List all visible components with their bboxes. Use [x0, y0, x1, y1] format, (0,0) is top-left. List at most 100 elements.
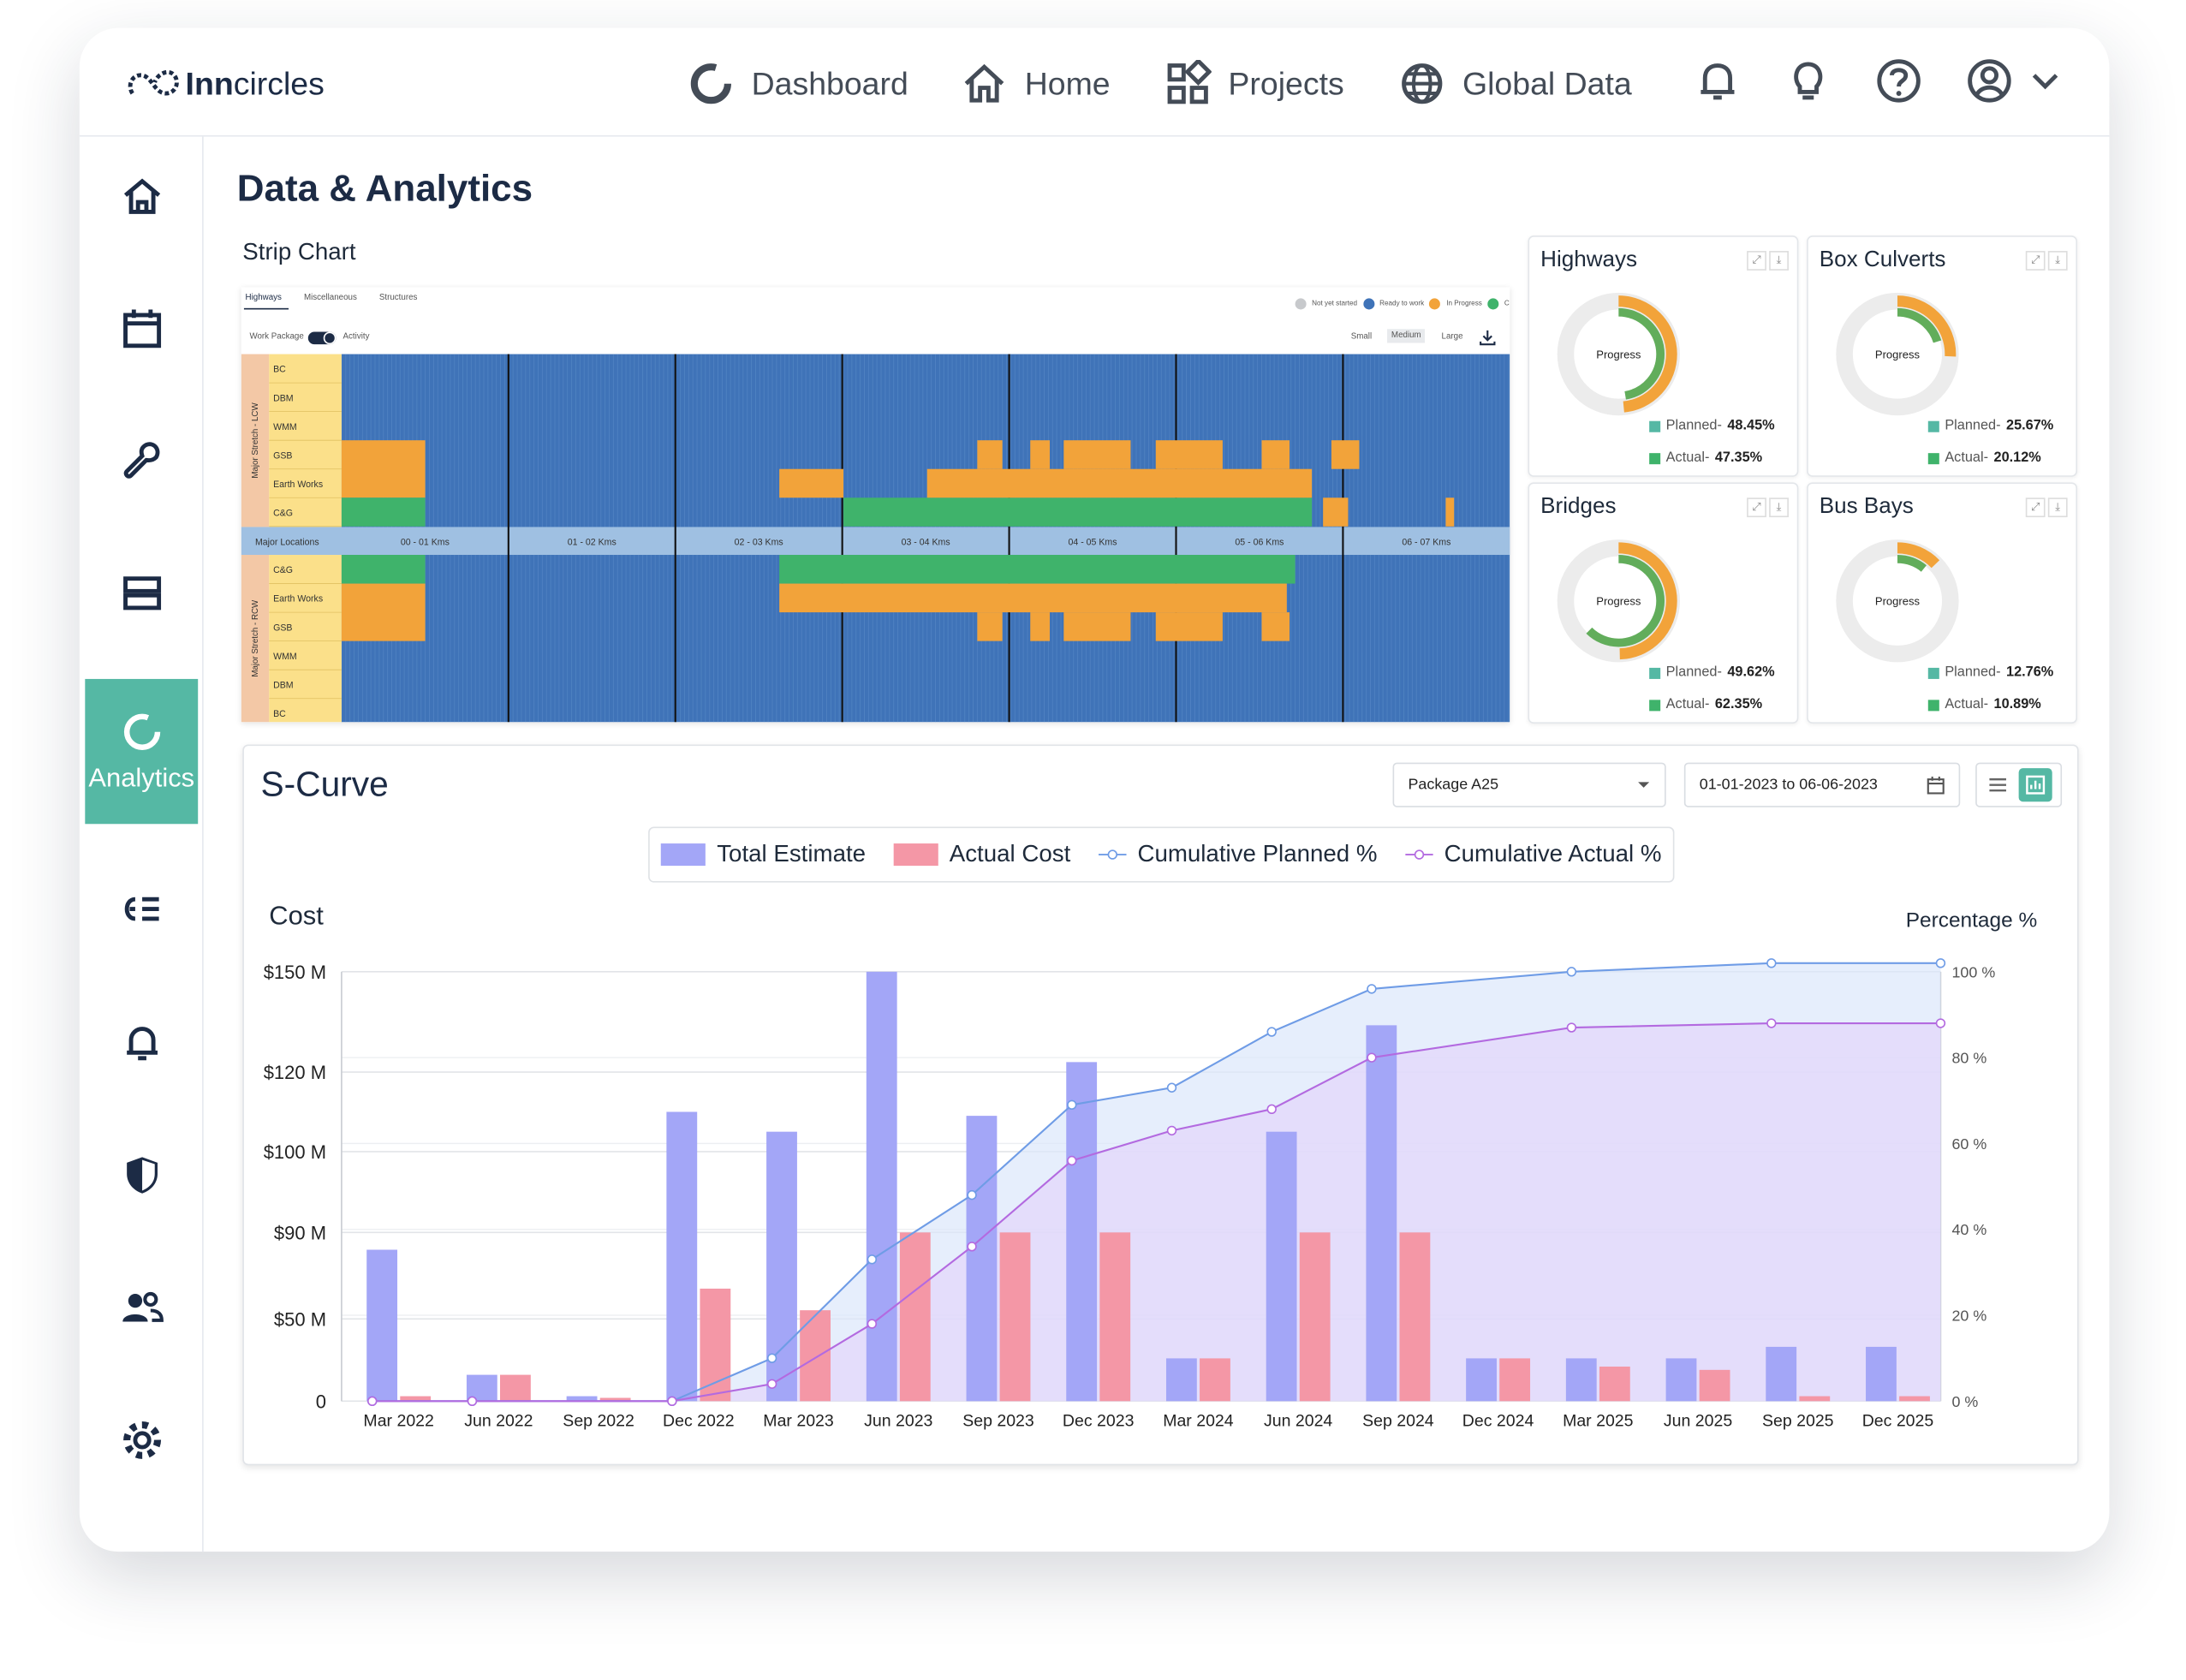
nav-global-data[interactable]: Global Data	[1398, 56, 1632, 111]
download-icon[interactable]: ⤓	[1769, 251, 1789, 271]
sidebar-item-storage[interactable]	[80, 551, 204, 634]
expand-icon[interactable]: ⤢	[1747, 251, 1766, 271]
bar-total-estimate	[1366, 1025, 1397, 1402]
legend-label: Total Estimate	[717, 840, 867, 867]
progress-donut: Progress	[1836, 539, 1959, 663]
point-cumulative-actual	[766, 1379, 777, 1389]
location-segment-label: 01 - 02 Kms	[568, 538, 616, 548]
sidebar-item-settings[interactable]	[80, 1398, 204, 1482]
progress-card-bridges: Bridges ⤢ ⤓ Progress Planned- 49.62% Actual- 62…	[1528, 482, 1799, 724]
legend-total-estimate[interactable]: Total Estimate	[661, 841, 866, 869]
sidebar-item-notifications[interactable]	[80, 1001, 204, 1085]
point-cumulative-planned	[1266, 1027, 1277, 1037]
expand-icon[interactable]: ⤢	[2025, 497, 2046, 518]
nav-dashboard[interactable]: Dashboard	[688, 56, 908, 111]
strip-group-label: Major Stretch - RCW	[251, 599, 260, 677]
y-tick-label: $50 M	[274, 1308, 326, 1330]
x-tick-label: Dec 2022	[663, 1412, 735, 1431]
actual-row: Actual- 20.12%	[1927, 450, 2041, 466]
x-tick-label: Sep 2025	[1762, 1412, 1834, 1431]
size-large[interactable]: Large	[1441, 333, 1463, 342]
strip-progress-block	[1030, 440, 1051, 469]
strip-row-label: DBM	[273, 680, 294, 690]
actual-label: Actual-	[1665, 697, 1710, 713]
package-select[interactable]: Package A25	[1392, 762, 1666, 807]
sidebar-item-lists[interactable]	[80, 867, 204, 951]
location-segment-label: 04 - 05 Kms	[1069, 538, 1117, 548]
strip-row-label: WMM	[273, 652, 297, 662]
chevron-down-icon[interactable]	[2028, 56, 2062, 106]
sidebar-item-analytics[interactable]: Analytics	[85, 678, 199, 825]
strip-tab-structures[interactable]: Structures	[378, 294, 418, 303]
legend-cumulative-planned[interactable]: Cumulative Planned %	[1098, 841, 1377, 869]
sidebar-item-home[interactable]	[80, 155, 204, 239]
bar-actual-cost	[1499, 1358, 1531, 1402]
date-range-field[interactable]: 01-01-2023 to 06-06-2023	[1683, 762, 1961, 807]
point-cumulative-actual	[1166, 1125, 1177, 1136]
point-cumulative-planned	[766, 1353, 777, 1363]
bar-actual-cost	[400, 1396, 432, 1402]
bar-actual-cost	[1399, 1232, 1431, 1402]
lightbulb-icon[interactable]	[1783, 56, 1833, 106]
size-small[interactable]: Small	[1350, 333, 1373, 342]
bar-actual-cost	[599, 1397, 631, 1402]
strip-row-label: Earth Works	[273, 480, 323, 490]
progress-card-bus-bays: Bus Bays ⤢ ⤓ Progress Planned- 12.76% Actual- 1…	[1807, 482, 2078, 724]
strip-row-label: GSB	[273, 450, 292, 461]
date-range-value: 01-01-2023 to 06-06-2023	[1699, 776, 1878, 794]
legend-swatch	[661, 843, 706, 867]
bar-total-estimate	[366, 1249, 398, 1402]
chart-view-button[interactable]	[2018, 768, 2052, 802]
download-icon[interactable]: ⤓	[2047, 251, 2068, 271]
download-icon[interactable]: ⤓	[1769, 497, 1789, 518]
download-icon[interactable]: ⤓	[2047, 497, 2068, 518]
list-view-button[interactable]	[1977, 764, 2019, 806]
planned-label: Planned-	[1665, 664, 1722, 681]
help-icon[interactable]	[1873, 56, 1924, 106]
card-title: Bridges	[1540, 495, 1617, 519]
strip-tab-highways[interactable]: Highways	[245, 294, 282, 303]
point-cumulative-actual	[1266, 1104, 1277, 1115]
download-icon[interactable]	[1480, 329, 1497, 346]
donut-planned-arc	[1559, 295, 1677, 413]
strip-progress-block	[1155, 440, 1223, 469]
bell-icon[interactable]	[1693, 56, 1743, 106]
bar-total-estimate	[1466, 1358, 1497, 1402]
planned-swatch	[1927, 667, 1939, 679]
expand-icon[interactable]: ⤢	[2025, 251, 2046, 271]
size-medium[interactable]: Medium	[1387, 329, 1426, 343]
nav-projects[interactable]: Projects	[1164, 56, 1344, 111]
nav-label: Dashboard	[751, 64, 908, 102]
strip-progress-block	[1063, 440, 1131, 469]
strip-tab-miscellaneous[interactable]: Miscellaneous	[303, 294, 357, 303]
sidebar-item-label: Analytics	[88, 764, 195, 794]
y2-tick-label: 100 %	[1951, 963, 1995, 980]
sidebar-item-security[interactable]	[80, 1134, 204, 1218]
expand-icon[interactable]: ⤢	[1747, 497, 1766, 518]
calendar-icon	[1927, 776, 1945, 794]
donut-center-label: Progress	[1875, 595, 1921, 608]
legend-actual-cost[interactable]: Actual Cost	[893, 841, 1070, 869]
x-tick-label: Dec 2025	[1862, 1412, 1934, 1431]
strip-progress-block	[779, 583, 1287, 613]
sidebar-item-users[interactable]	[80, 1266, 204, 1349]
y-tick-label: $100 M	[264, 1141, 326, 1163]
bar-actual-cost	[1299, 1232, 1331, 1402]
strip-row-label: GSB	[273, 623, 292, 633]
x-tick-label: Dec 2024	[1462, 1412, 1534, 1431]
legend-cumulative-actual[interactable]: Cumulative Actual %	[1405, 841, 1661, 869]
sidebar-item-tools[interactable]	[80, 418, 204, 502]
planned-label: Planned-	[1945, 664, 2001, 681]
point-cumulative-planned	[1566, 967, 1577, 977]
bar-total-estimate	[1266, 1131, 1297, 1402]
sidebar-item-calendar[interactable]	[80, 287, 204, 371]
progress-donut: Progress	[1557, 539, 1680, 663]
strip-row-label: Earth Works	[273, 594, 323, 605]
user-avatar-icon[interactable]	[1964, 56, 2015, 106]
nav-home[interactable]: Home	[961, 56, 1111, 111]
major-locations-label: Major Locations	[255, 538, 319, 548]
work-package-toggle[interactable]	[307, 331, 337, 345]
nav-label: Home	[1024, 64, 1111, 102]
brand-logo[interactable]: Inn circles	[124, 58, 325, 109]
planned-row: Planned- 49.62%	[1649, 664, 1775, 681]
